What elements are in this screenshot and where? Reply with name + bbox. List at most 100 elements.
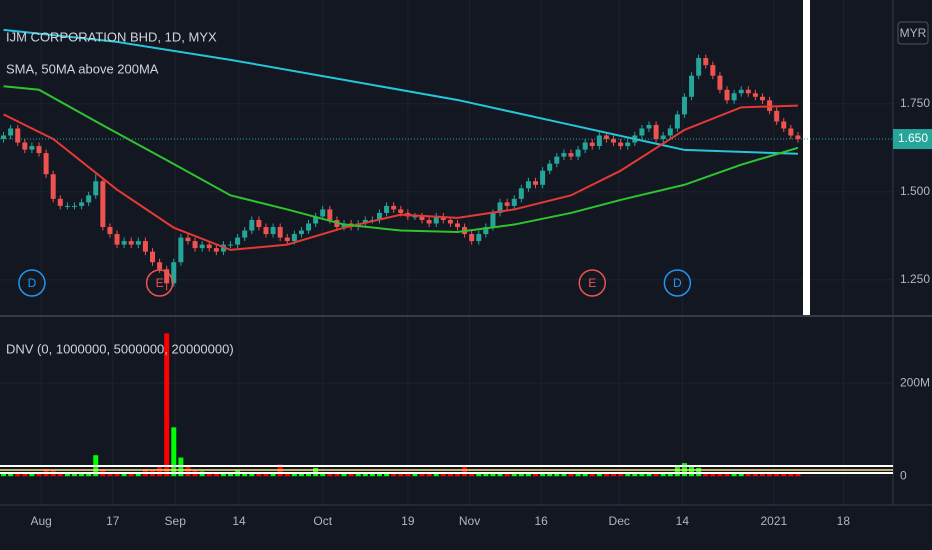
event-label: D [673, 276, 682, 290]
grid [0, 0, 893, 505]
candle-body [568, 153, 574, 157]
candle-body [178, 237, 184, 263]
volume-bar [114, 473, 120, 477]
event-marker [18, 269, 46, 297]
volume-bar [8, 473, 14, 477]
candle-body [228, 244, 234, 246]
candle-body [362, 219, 368, 224]
candle-body [497, 202, 503, 213]
candle-body [298, 230, 304, 235]
volume-bar [334, 473, 340, 477]
volume-bar [263, 473, 269, 477]
volume-bar [767, 473, 773, 477]
volume-bar [568, 473, 574, 477]
candle-body [206, 244, 212, 249]
y-tick-label: 1.750 [900, 96, 930, 110]
currency-box[interactable] [897, 21, 929, 45]
candle-body [22, 142, 28, 150]
volume-bar [490, 473, 496, 477]
plot [1, 28, 801, 477]
y-tick-label: 1.250 [900, 272, 930, 286]
event-label: E [588, 276, 596, 290]
candle-body [86, 195, 92, 203]
volume-bar [306, 473, 312, 477]
candle-body [696, 58, 702, 76]
x-tick-label: Nov [459, 514, 480, 528]
candle-body [611, 139, 617, 143]
volume-bar [298, 473, 304, 477]
volume-bar [504, 473, 510, 477]
candle-body [320, 209, 326, 217]
candle-body [582, 142, 588, 150]
volume-bar [483, 473, 489, 477]
volume-bar [433, 473, 439, 477]
candle-body [447, 219, 453, 224]
event-label: D [28, 276, 37, 290]
volume-bar [625, 473, 631, 477]
volume-bar [419, 473, 425, 477]
volume-bar [511, 473, 517, 477]
candle-body [518, 188, 524, 199]
volume-bar [185, 466, 191, 477]
indicator-label: SMA, 50MA above 200MA [6, 61, 159, 76]
candle-body [391, 205, 397, 210]
volume-bar [759, 473, 765, 477]
candle-body [384, 205, 390, 213]
volume-bar [717, 473, 723, 477]
candle-body [64, 205, 70, 207]
candle-body [788, 128, 794, 136]
volume-bar [135, 473, 141, 477]
candle-body [575, 149, 581, 157]
candle-body [192, 241, 198, 249]
x-tick-label: Aug [30, 514, 51, 528]
candle-body [128, 241, 134, 245]
candle-body [50, 174, 56, 199]
volume-bar [518, 473, 524, 477]
volume-bar [533, 473, 539, 477]
volume-bar [639, 473, 645, 477]
volume-bar [582, 473, 588, 477]
x-tick-label: Oct [313, 514, 332, 528]
volume-bar [391, 473, 397, 477]
candle-body [483, 227, 489, 235]
volume-bar [660, 473, 666, 477]
volume-bar [603, 473, 609, 477]
candle-body [43, 153, 49, 175]
candle-body [717, 75, 723, 90]
candle-body [660, 135, 666, 140]
volume-bar [653, 473, 659, 477]
volume-bar [341, 473, 347, 477]
y-tick-label: 1.500 [900, 184, 930, 198]
volume-bar [447, 473, 453, 477]
candle-body [596, 135, 602, 147]
x-tick-label: 19 [401, 514, 415, 528]
volume-bar [525, 473, 531, 477]
candle-body [618, 142, 624, 147]
candle-body [29, 146, 35, 150]
candle-body [490, 212, 496, 228]
candle-body [476, 234, 482, 242]
candle-body [107, 227, 113, 235]
x-tick-label: 2021 [760, 514, 787, 528]
candle-body [426, 219, 432, 224]
volume-bar [86, 473, 92, 477]
volume-bar [57, 473, 63, 477]
volume-bar [426, 473, 432, 477]
candle-body [419, 216, 425, 220]
candle-body [724, 89, 730, 101]
candle-body [8, 128, 14, 136]
candle-body [625, 142, 631, 147]
candle-body [667, 128, 673, 136]
volume-bar [454, 473, 460, 477]
candle-body [235, 237, 241, 245]
x-tick-label: 18 [837, 514, 851, 528]
candle-body [589, 142, 595, 147]
volume-bar [731, 473, 737, 477]
candle-body [653, 124, 659, 140]
candle-body [121, 241, 127, 245]
candle-body [100, 181, 106, 228]
candle-body [561, 153, 567, 157]
volume-bar [611, 473, 617, 477]
